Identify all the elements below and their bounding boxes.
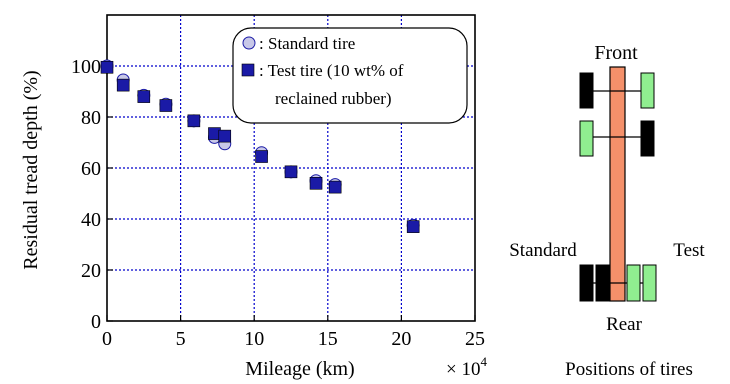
x-tick-label: 15 <box>318 328 338 350</box>
rear-left-inner-tire <box>595 264 610 302</box>
legend-standard-label: : Standard tire <box>259 34 355 53</box>
diagram-caption: Positions of tires <box>565 359 693 380</box>
y-axis-label: Residual tread depth (%) <box>20 70 42 269</box>
rear-label: Rear <box>606 314 643 335</box>
rear-left-outer-tire <box>579 264 594 302</box>
legend-test-marker <box>241 63 255 77</box>
y-axis-ticks: 0 20 40 60 80 100 <box>71 56 113 333</box>
x-tick-label: 5 <box>176 328 186 350</box>
x-tick-label: 0 <box>102 328 112 350</box>
y-tick-label: 20 <box>81 260 101 282</box>
test-tire-point <box>137 90 151 103</box>
x-axis-label: Mileage (km) <box>245 358 354 380</box>
y-tick-label: 100 <box>71 56 101 78</box>
front-left-tire <box>579 72 594 109</box>
legend-test-label-line2: reclained rubber) <box>275 89 392 108</box>
data-points <box>100 59 420 233</box>
middle-left-tire <box>579 120 594 157</box>
test-tire-point <box>187 114 201 128</box>
legend-box <box>232 27 468 124</box>
standard-label: Standard <box>509 240 577 261</box>
test-label: Test <box>673 240 705 261</box>
y-tick-label: 60 <box>81 158 101 180</box>
test-tire-point <box>284 165 298 179</box>
test-tire-point <box>100 60 114 74</box>
x-tick-label: 10 <box>244 328 264 350</box>
legend: : Standard tire : Test tire (10 wt% of r… <box>232 27 468 124</box>
y-tick-label: 80 <box>81 107 101 129</box>
x-tick-label: 25 <box>465 328 485 350</box>
front-label: Front <box>594 42 638 64</box>
y-tick-label: 40 <box>81 209 101 231</box>
vehicle-body <box>609 66 626 302</box>
x-tick-label: 20 <box>391 328 411 350</box>
x-multiplier: × 104 <box>446 354 487 380</box>
test-tire-point <box>255 150 268 163</box>
rear-right-inner-tire <box>626 264 641 302</box>
tread-depth-chart: 0 5 10 15 20 25 0 20 40 60 80 100 Mileage (km) × 1… <box>20 14 487 380</box>
middle-right-tire <box>640 120 655 157</box>
legend-test-label: : Test tire (10 wt% of <box>259 61 404 80</box>
test-tire-point <box>116 78 130 92</box>
front-right-tire <box>640 72 655 109</box>
test-tire-point <box>218 129 232 143</box>
x-axis-ticks: 0 5 10 15 20 25 <box>102 315 485 350</box>
x-multiplier-exponent: 4 <box>480 354 487 369</box>
tire-position-diagram: Front Standard Test Rear Positions of ti… <box>509 42 705 380</box>
test-tire-point <box>406 220 420 233</box>
test-tire-point <box>328 180 342 194</box>
rear-right-outer-tire <box>642 264 657 302</box>
y-tick-label: 0 <box>91 311 101 333</box>
test-tire-point <box>159 99 173 112</box>
test-tire-point <box>309 177 323 190</box>
legend-standard-marker <box>242 36 256 50</box>
